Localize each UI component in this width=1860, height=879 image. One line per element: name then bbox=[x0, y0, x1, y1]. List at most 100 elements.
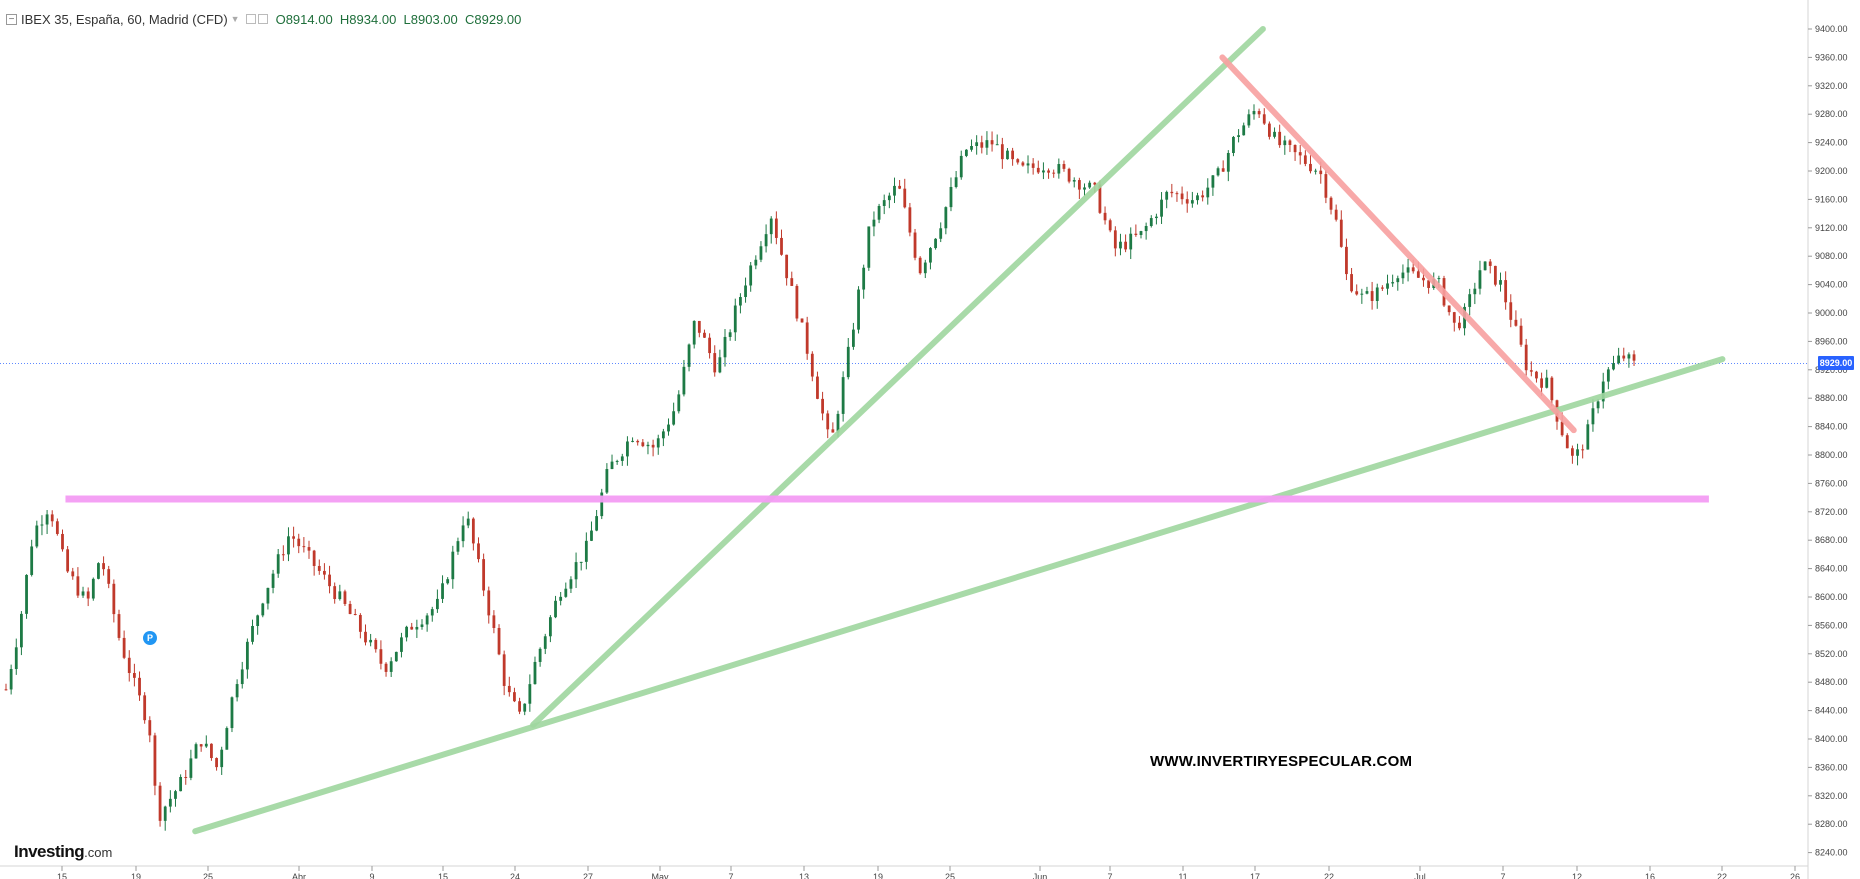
chevron-down-icon[interactable]: ▼ bbox=[230, 14, 240, 24]
candle-body bbox=[1083, 187, 1086, 190]
candle-body bbox=[1242, 125, 1246, 136]
price-tick-label: 8480.00 bbox=[1815, 677, 1848, 687]
candle-body bbox=[533, 661, 537, 685]
candle-body bbox=[507, 685, 511, 693]
candle-body bbox=[86, 591, 90, 599]
candle-body bbox=[1206, 187, 1210, 198]
candle-body bbox=[677, 394, 681, 412]
candle-body bbox=[872, 219, 876, 227]
candle-body bbox=[744, 285, 747, 298]
settings-icon[interactable] bbox=[245, 14, 256, 24]
candle-body bbox=[1591, 408, 1595, 425]
candle-body bbox=[1437, 278, 1441, 280]
price-tick-label: 8520.00 bbox=[1815, 649, 1848, 659]
brand-name: Investing bbox=[14, 842, 85, 861]
candle-body bbox=[204, 743, 208, 747]
candle-body bbox=[739, 297, 742, 306]
drawn-lines[interactable] bbox=[65, 26, 1726, 835]
time-tick-label: 7 bbox=[1500, 872, 1505, 879]
candle-body bbox=[117, 614, 121, 638]
candle-body bbox=[1139, 231, 1143, 235]
time-tick-label: 27 bbox=[583, 872, 593, 879]
candle-body bbox=[1134, 233, 1138, 235]
candle-body bbox=[733, 305, 737, 333]
candle-body bbox=[877, 205, 881, 220]
candle-body bbox=[1406, 267, 1410, 273]
candle-body bbox=[1077, 180, 1081, 190]
candle-body bbox=[287, 536, 290, 555]
close-value: C8929.00 bbox=[465, 11, 522, 27]
support-line[interactable] bbox=[192, 356, 1726, 835]
candle-body bbox=[163, 806, 167, 821]
candle-body bbox=[1488, 261, 1492, 266]
resistance-line[interactable] bbox=[1219, 54, 1577, 434]
investing-logo: Investing.com bbox=[14, 842, 112, 862]
candle-body bbox=[441, 583, 444, 599]
candle-body bbox=[810, 353, 814, 377]
candle-body bbox=[477, 543, 480, 560]
candle-body bbox=[1411, 267, 1415, 272]
candle-body bbox=[138, 677, 141, 696]
price-tick-label: 8640.00 bbox=[1815, 564, 1848, 574]
event-marker[interactable]: P bbox=[143, 631, 157, 645]
candle-body bbox=[528, 684, 532, 704]
candle-body bbox=[774, 218, 778, 238]
time-tick-label: 15 bbox=[438, 872, 448, 879]
time-axis[interactable]: 15 19 25 Abr 9 15 24 27 May 7 13 19 25 Jun 7 11 17 22 Jul 7… bbox=[0, 865, 1808, 879]
candle-body bbox=[893, 185, 896, 196]
time-tick-label: 17 bbox=[1250, 872, 1260, 879]
candle-body bbox=[168, 798, 172, 807]
candle-body bbox=[292, 536, 296, 539]
candle-body bbox=[148, 720, 152, 736]
candle-body bbox=[1324, 174, 1328, 198]
price-tick-label: 9240.00 bbox=[1815, 138, 1848, 148]
candle-body bbox=[45, 514, 49, 525]
candle-body bbox=[497, 627, 501, 655]
candle-body bbox=[1293, 144, 1297, 153]
candle-body bbox=[1175, 193, 1179, 195]
time-tick-label: 22 bbox=[1324, 872, 1334, 879]
price-tick-label: 8360.00 bbox=[1815, 762, 1848, 772]
minus-square-icon[interactable]: − bbox=[6, 13, 17, 25]
candle-body bbox=[1401, 272, 1405, 279]
candle-body bbox=[749, 265, 753, 286]
candle-body bbox=[466, 518, 470, 526]
candle-body bbox=[1596, 401, 1600, 409]
candle-body bbox=[235, 684, 239, 698]
candle-body bbox=[348, 603, 352, 615]
candle-body bbox=[1119, 241, 1122, 249]
candle-body bbox=[1047, 170, 1050, 173]
candle-body bbox=[251, 625, 254, 642]
candle-body bbox=[1329, 197, 1333, 210]
candle-body bbox=[132, 673, 136, 678]
candle-body bbox=[831, 429, 835, 433]
price-tick-label: 9200.00 bbox=[1815, 166, 1848, 176]
candle-body bbox=[379, 649, 383, 664]
candle-body bbox=[615, 460, 619, 462]
price-tick-label: 9360.00 bbox=[1815, 52, 1848, 62]
candle-body bbox=[754, 259, 758, 266]
candle-body bbox=[1514, 319, 1518, 326]
candle-body bbox=[1355, 291, 1359, 295]
candle-body bbox=[661, 431, 665, 439]
brand-suffix: .com bbox=[84, 845, 113, 860]
candle-body bbox=[420, 624, 424, 627]
time-tick-label: 13 bbox=[799, 872, 809, 879]
low-value: L8903.00 bbox=[403, 11, 458, 27]
close-icon[interactable] bbox=[257, 14, 268, 24]
candle-body bbox=[1042, 170, 1045, 173]
candle-body bbox=[1519, 325, 1523, 345]
candle-body bbox=[1627, 354, 1631, 359]
candle-body bbox=[579, 561, 583, 563]
price-tick-label: 9040.00 bbox=[1815, 280, 1848, 290]
candle-body bbox=[225, 728, 229, 750]
candle-body bbox=[1545, 377, 1549, 388]
candle-body bbox=[1576, 449, 1579, 456]
candle-body bbox=[949, 186, 953, 208]
price-tick-label: 9280.00 bbox=[1815, 109, 1848, 119]
time-tick-label: 7 bbox=[728, 872, 733, 879]
support-line[interactable] bbox=[530, 26, 1266, 728]
candle-body bbox=[1468, 294, 1472, 307]
candle-body bbox=[1386, 283, 1389, 289]
